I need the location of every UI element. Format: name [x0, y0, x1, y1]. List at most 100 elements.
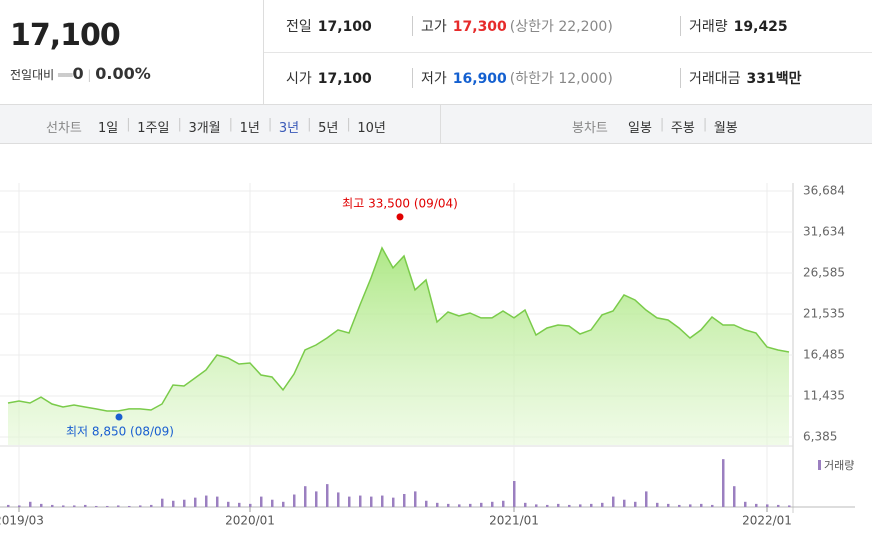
y-tick-label: 36,684	[803, 184, 845, 198]
tab[interactable]: 1일	[98, 121, 119, 136]
volume-bar	[18, 505, 21, 507]
summary-value: 331백만	[746, 71, 802, 87]
volume-bar	[150, 504, 153, 507]
volume-bar	[205, 495, 208, 507]
summary-label: 고가	[421, 19, 447, 35]
y-tick-label: 16,485	[803, 347, 845, 361]
y-tick-label: 31,634	[803, 225, 845, 239]
volume-bar	[106, 505, 109, 507]
tab[interactable]: 5년	[318, 121, 339, 136]
volume-bar	[414, 491, 417, 507]
summary-value: 17,300	[452, 19, 507, 35]
tab-bar: 선차트 1일 | 1주일 | 3개월 | 1년 | 3년 | 5년 | 10년 봉차트 일봉 | 주봉 | 월봉	[0, 105, 872, 144]
x-tick-label: 2021/01	[489, 514, 539, 528]
annotation-dot	[396, 213, 404, 221]
summary-value: 19,425	[733, 19, 788, 35]
volume-bar	[579, 504, 582, 507]
legend-swatch	[818, 460, 821, 470]
volume-bar	[469, 503, 472, 507]
volume-bar	[337, 492, 340, 507]
tab-separator: |	[267, 117, 273, 132]
tab[interactable]: 일봉	[628, 121, 652, 136]
volume-bar	[62, 505, 65, 507]
volume-bar	[84, 504, 87, 507]
volume-bar	[667, 503, 670, 507]
volume-bar	[51, 504, 54, 507]
tab-separator: |	[346, 117, 351, 132]
volume-bar	[326, 484, 329, 507]
volume-bar	[95, 505, 98, 507]
volume-bar	[194, 497, 197, 507]
volume-bar	[359, 495, 362, 507]
summary-cell: 고가 17,300 (상한가 22,200)	[412, 16, 613, 36]
volume-bar	[557, 503, 560, 507]
y-tick-label: 6,385	[803, 430, 837, 444]
volume-bar	[282, 501, 285, 507]
change: 전일대비 ══0 | 0.00%	[10, 64, 151, 83]
volume-bar	[392, 497, 395, 507]
volume-bar	[480, 502, 483, 507]
volume-bar	[458, 504, 461, 507]
change-value: 0	[72, 64, 84, 83]
volume-bar	[645, 491, 648, 507]
volume-bar	[216, 496, 219, 507]
summary-label: 거래대금	[689, 71, 741, 87]
y-tick-label: 26,585	[803, 265, 845, 279]
volume-bar	[29, 501, 32, 507]
volume-bar	[634, 501, 637, 507]
tab-separator: |	[307, 117, 312, 132]
summary-cell: 거래량 19,425	[680, 16, 788, 36]
volume-bar	[513, 481, 516, 507]
annotation-label: 최고 33,500 (09/04)	[342, 196, 458, 210]
annotation-label: 최저 8,850 (08/09)	[66, 424, 174, 438]
summary-note: (상한가 22,200)	[509, 19, 613, 35]
tab[interactable]: 1주일	[137, 121, 170, 136]
tab[interactable]: 1년	[239, 121, 260, 136]
volume-bar	[590, 503, 593, 507]
tab[interactable]: 월봉	[713, 121, 738, 136]
tab[interactable]: 3년	[278, 121, 300, 136]
volume-bar	[447, 503, 450, 507]
summary-row: 시가 17,100 저가 16,900 (하한가 12,000) 거래대금 331백만	[264, 52, 872, 104]
volume-bar	[73, 505, 76, 507]
volume-bar	[766, 504, 769, 507]
price-line	[7, 246, 790, 412]
summary-cell: 거래대금 331백만	[680, 68, 802, 88]
summary-note: (하한가 12,000)	[509, 71, 613, 87]
volume-bar	[348, 496, 351, 507]
volume-bar	[117, 505, 120, 507]
x-tick-label: 2019/03	[0, 514, 44, 528]
volume-bar	[722, 459, 725, 507]
tab-separator: |	[177, 117, 182, 132]
y-tick-label: 21,535	[803, 306, 845, 320]
volume-bar	[755, 503, 758, 507]
x-tick-label: 2020/01	[225, 514, 275, 528]
volume-bar	[381, 495, 384, 507]
tab[interactable]: 주봉	[670, 121, 695, 136]
volume-bar	[128, 505, 131, 507]
volume-bar	[183, 499, 186, 507]
chart: 6,385 11,435 16,485 21,535 26,585 31,634 36,68…	[0, 183, 855, 528]
tab[interactable]: 3개월	[188, 121, 221, 136]
tab-group-label: 선차트	[46, 121, 82, 136]
volume-bar	[249, 503, 252, 507]
tab-divider	[440, 105, 441, 143]
annotation-dot	[115, 413, 123, 421]
volume-bar	[40, 503, 43, 507]
price: 17,100	[10, 18, 121, 53]
volume-bar	[260, 496, 263, 507]
legend-label: 거래량	[824, 459, 854, 472]
volume-bar	[161, 498, 164, 507]
summary-value: 17,100	[317, 71, 372, 87]
x-tick-label: 2022/01	[742, 514, 792, 528]
summary-row: 전일 17,100 고가 17,300 (상한가 22,200) 거래량 19,425	[264, 0, 872, 53]
summary-cell: 전일 17,100	[286, 16, 372, 36]
volume-bar	[370, 496, 373, 507]
volume-bar	[172, 500, 175, 507]
summary-value: 16,900	[452, 71, 507, 87]
tab-group-label: 봉차트	[572, 121, 608, 136]
summary-value: 17,100	[317, 19, 372, 35]
tab[interactable]: 10년	[357, 121, 386, 136]
volume-bar	[524, 502, 527, 507]
